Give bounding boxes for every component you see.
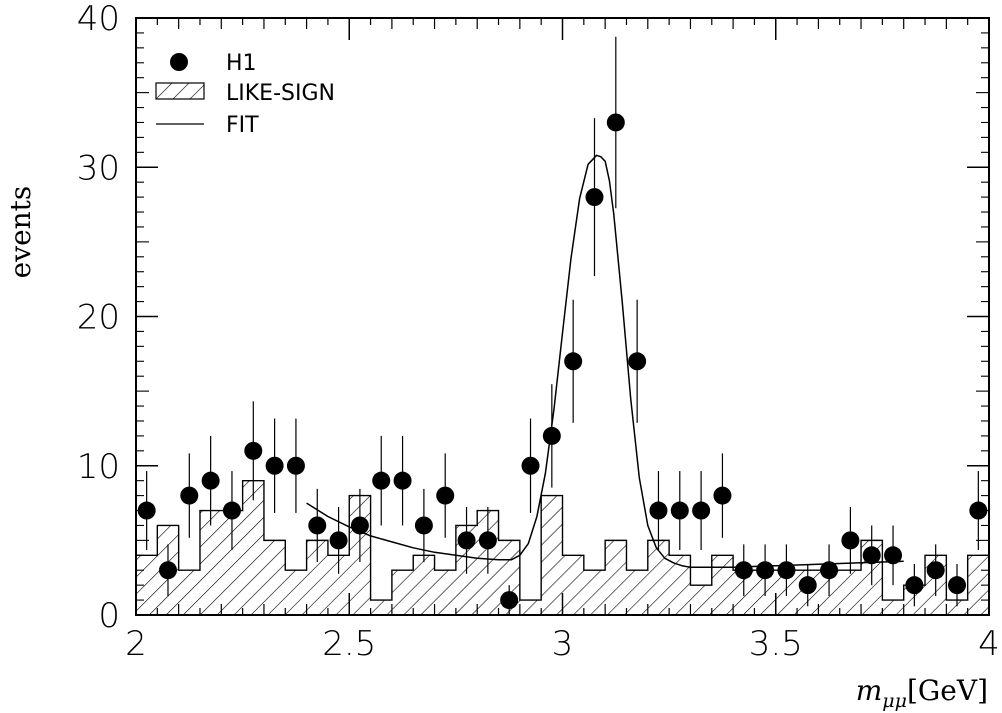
h1-marker bbox=[394, 472, 412, 490]
h1-point bbox=[713, 453, 731, 537]
h1-marker bbox=[351, 516, 369, 534]
h1-marker bbox=[799, 576, 817, 594]
h1-marker bbox=[266, 457, 284, 475]
legend-label-like-sign: LIKE-SIGN bbox=[226, 81, 335, 106]
h1-marker bbox=[522, 457, 540, 475]
y-tick-label: 30 bbox=[77, 148, 120, 188]
h1-point bbox=[692, 471, 710, 550]
h1-marker bbox=[948, 576, 966, 594]
h1-marker bbox=[223, 502, 241, 520]
h1-marker bbox=[202, 472, 220, 490]
h1-marker bbox=[180, 487, 198, 505]
h1-marker bbox=[841, 531, 859, 549]
fit-curve bbox=[307, 155, 904, 567]
h1-point bbox=[564, 300, 582, 423]
y-axis-title: events bbox=[4, 186, 37, 279]
h1-marker bbox=[671, 502, 689, 520]
h1-marker bbox=[244, 442, 262, 460]
h1-marker bbox=[905, 576, 923, 594]
y-tick-label: 40 bbox=[77, 0, 120, 39]
h1-marker bbox=[649, 502, 667, 520]
h1-marker bbox=[884, 546, 902, 564]
x-axis-unit: [GeV] bbox=[907, 674, 988, 707]
h1-point bbox=[436, 453, 454, 537]
h1-marker bbox=[735, 561, 753, 579]
h1-point bbox=[372, 436, 390, 526]
legend-label-h1: H1 bbox=[226, 51, 257, 76]
h1-marker bbox=[820, 561, 838, 579]
h1-marker bbox=[927, 561, 945, 579]
x-axis-title: mμμ[GeV] bbox=[856, 674, 988, 712]
h1-marker bbox=[372, 472, 390, 490]
x-axis-symbol: m bbox=[856, 674, 883, 707]
h1-marker bbox=[564, 352, 582, 370]
h1-marker bbox=[458, 531, 476, 549]
h1-marker bbox=[585, 188, 603, 206]
y-tick-label: 10 bbox=[77, 447, 120, 487]
x-tick-label: 3.5 bbox=[749, 624, 803, 664]
h1-point bbox=[671, 471, 689, 550]
fit-curve-layer bbox=[307, 155, 904, 567]
y-tick-label: 20 bbox=[77, 298, 120, 338]
legend-marker-h1 bbox=[170, 53, 188, 71]
legend: H1 LIKE-SIGN FIT bbox=[156, 51, 335, 138]
legend-swatch-like-sign bbox=[156, 83, 204, 99]
y-tick-labels: 0 10 20 30 40 bbox=[77, 0, 120, 636]
x-tick-label: 2.5 bbox=[322, 624, 376, 664]
legend-label-fit: FIT bbox=[226, 113, 259, 138]
h1-point bbox=[287, 419, 305, 513]
h1-marker bbox=[479, 531, 497, 549]
h1-marker bbox=[415, 516, 433, 534]
x-tick-label: 2 bbox=[125, 624, 147, 664]
h1-point bbox=[522, 419, 540, 513]
h1-marker bbox=[777, 561, 795, 579]
h1-point bbox=[394, 436, 412, 526]
h1-marker bbox=[756, 561, 774, 579]
h1-marker bbox=[713, 487, 731, 505]
h1-point bbox=[585, 118, 603, 276]
h1-point bbox=[884, 525, 902, 585]
h1-point bbox=[266, 419, 284, 513]
h1-point bbox=[180, 453, 198, 537]
h1-marker bbox=[330, 531, 348, 549]
h1-marker bbox=[308, 516, 326, 534]
h1-marker bbox=[436, 487, 454, 505]
h1-marker bbox=[159, 561, 177, 579]
x-tick-labels: 2 2.5 3 3.5 4 bbox=[125, 624, 1000, 664]
h1-marker bbox=[543, 427, 561, 445]
y-tick-label: 0 bbox=[98, 596, 120, 636]
h1-marker bbox=[628, 352, 646, 370]
x-tick-label: 4 bbox=[978, 624, 1000, 664]
h1-marker bbox=[500, 591, 518, 609]
x-tick-label: 3 bbox=[552, 624, 574, 664]
h1-marker bbox=[607, 113, 625, 131]
x-axis-subscript: μμ bbox=[882, 690, 907, 712]
h1-marker bbox=[287, 457, 305, 475]
h1-marker bbox=[863, 546, 881, 564]
h1-marker bbox=[692, 502, 710, 520]
